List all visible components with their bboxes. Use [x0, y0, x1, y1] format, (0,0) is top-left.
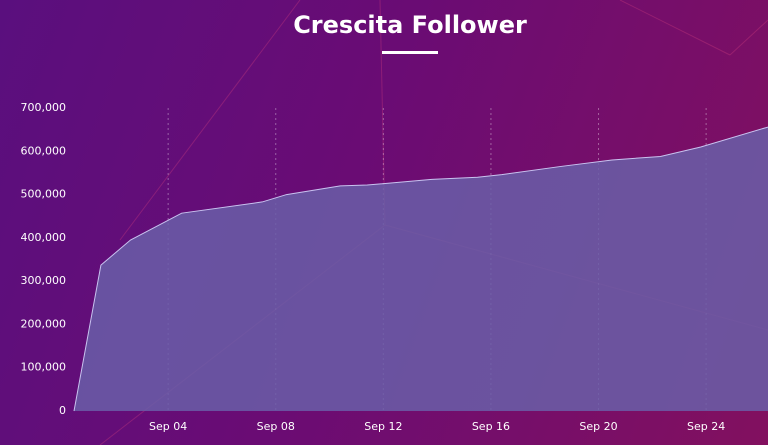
x-tick-label: Sep 20 — [579, 420, 617, 433]
y-tick-label: 200,000 — [21, 317, 67, 330]
title-underline — [382, 51, 438, 54]
y-tick-label: 500,000 — [21, 188, 67, 201]
x-tick-label: Sep 16 — [472, 420, 510, 433]
x-tick-label: Sep 12 — [364, 420, 402, 433]
y-tick-label: 400,000 — [21, 231, 67, 244]
area-line — [73, 126, 768, 412]
x-tick-label: Sep 24 — [687, 420, 725, 433]
y-tick-label: 100,000 — [21, 361, 67, 374]
y-tick-label: 300,000 — [21, 274, 67, 287]
chart-title: Crescita Follower — [293, 11, 527, 39]
y-tick-label: 0 — [59, 404, 66, 417]
y-tick-label: 700,000 — [21, 101, 67, 114]
area — [74, 127, 768, 411]
y-tick-label: 600,000 — [21, 144, 67, 157]
x-tick-label: Sep 04 — [149, 420, 187, 433]
x-tick-label: Sep 08 — [257, 420, 295, 433]
